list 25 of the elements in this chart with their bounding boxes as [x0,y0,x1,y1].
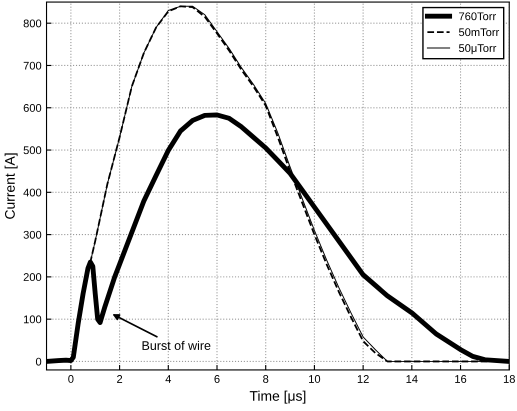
x-tick-label: 2 [117,375,122,383]
y-tick-label: 200 [24,273,42,282]
x-tick-label: 8 [263,375,268,383]
x-axis-title: Time [μs] [250,390,306,404]
x-tick-label: 10 [309,375,320,383]
y-axis-title: Current [A] [4,153,18,219]
x-tick-label: 6 [214,375,220,383]
x-tick-label: 0 [68,375,74,383]
x-tick-label: 4 [165,375,172,383]
legend-label: 50μTorr [458,44,496,54]
x-tick-label: 14 [406,375,418,383]
x-tick-label: 18 [504,375,515,383]
x-tick-label: 12 [358,375,369,383]
y-tick-label: 300 [24,230,42,239]
legend-label: 760Torr [459,12,496,20]
y-tick-label: 100 [24,315,42,324]
y-tick-label: 0 [36,358,42,366]
y-tick-label: 400 [23,188,42,196]
y-tick-label: 800 [24,19,42,28]
y-tick-label: 600 [24,104,42,112]
legend-label: 50mTorr [458,28,500,36]
y-tick-label: 700 [24,62,42,70]
x-tick-label: 16 [455,375,466,383]
y-tick-label: 500 [24,146,42,154]
annotation: Burst of wire [142,340,210,350]
